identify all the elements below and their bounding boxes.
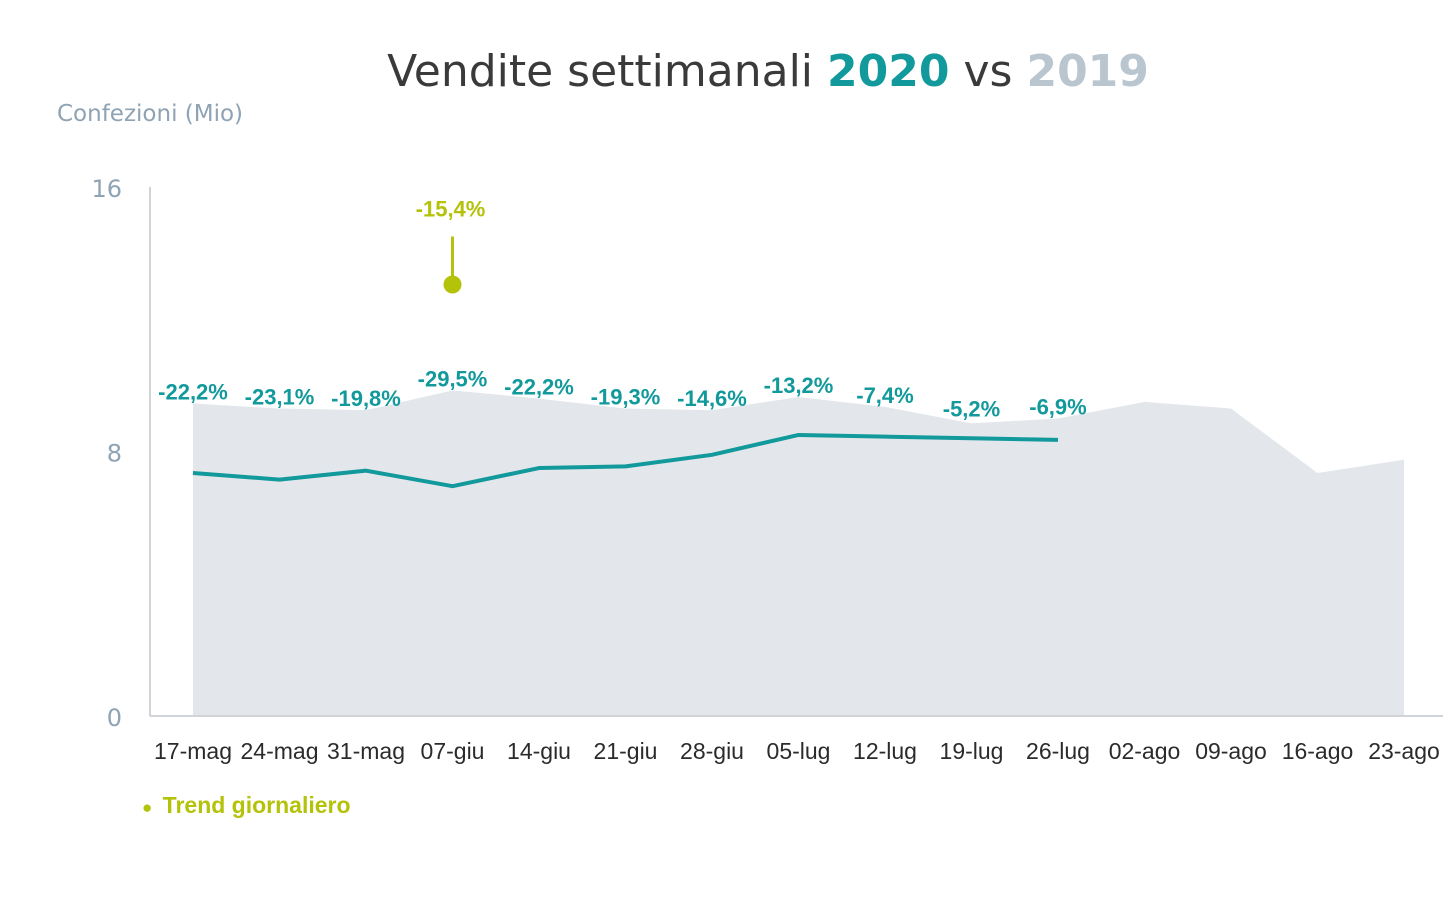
data-label-2020: -19,8% <box>331 386 401 411</box>
area-2019 <box>193 390 1404 716</box>
x-tick-label: 31-mag <box>327 738 405 764</box>
title-prefix: Vendite settimanali <box>387 46 813 97</box>
chart-title: Vendite settimanali 2020 vs 2019 <box>387 46 1149 97</box>
x-tick-label: 14-giu <box>507 738 571 764</box>
annotation-label: -15,4% <box>416 197 486 222</box>
title-connector: vs <box>963 46 1012 97</box>
data-label-2020: -23,1% <box>245 385 315 410</box>
legend-label: Trend giornaliero <box>163 792 351 818</box>
x-tick-label: 02-ago <box>1109 738 1181 764</box>
daily-trend-annotation: -15,4% <box>416 197 486 294</box>
x-tick-label: 28-giu <box>680 738 744 764</box>
y-tick-label: 16 <box>91 175 122 203</box>
x-tick-label: 26-lug <box>1026 738 1090 764</box>
line-2020-layer: -22,2% -23,1% -19,8% -29,5% -22,2% -19,3% -14,… <box>158 366 1087 489</box>
data-label-2020: -22,2% <box>158 380 228 405</box>
x-tick-label: 07-giu <box>421 738 485 764</box>
axis-layer: 0 8 16 17-mag 24-mag 31-mag 07-giu 14-giu 21-giu… <box>91 175 1443 764</box>
data-label-2020: -5,2% <box>943 396 1000 421</box>
x-tick-label: 24-mag <box>241 738 319 764</box>
data-label-2020: -7,4% <box>856 383 913 408</box>
x-tick-label: 12-lug <box>853 738 917 764</box>
legend-daily-trend: ● Trend giornaliero <box>142 792 351 818</box>
x-tick-label: 09-ago <box>1195 738 1267 764</box>
data-label-2020: -13,2% <box>764 373 834 398</box>
y-tick-label: 8 <box>107 440 122 468</box>
area-2019-layer <box>193 390 1404 716</box>
data-label-2020: -29,5% <box>418 366 488 391</box>
data-label-2020: -19,3% <box>591 385 661 410</box>
title-year-2019: 2019 <box>1026 46 1148 97</box>
x-tick-label: 21-giu <box>594 738 658 764</box>
data-label-2020: -22,2% <box>504 375 574 400</box>
x-tick-label: 19-lug <box>940 738 1004 764</box>
x-tick-label: 23-ago <box>1368 738 1440 764</box>
legend-marker: ● <box>142 798 152 817</box>
x-tick-label: 17-mag <box>154 738 232 764</box>
title-year-2020: 2020 <box>827 46 949 97</box>
y-axis-label: Confezioni (Mio) <box>57 101 243 127</box>
annotation-point <box>443 275 462 294</box>
line-2020 <box>192 432 1059 489</box>
x-tick-label: 05-lug <box>767 738 831 764</box>
x-tick-label: 16-ago <box>1282 738 1354 764</box>
data-label-2020: -14,6% <box>677 386 747 411</box>
y-tick-label: 0 <box>107 704 122 732</box>
data-label-2020: -6,9% <box>1029 394 1086 419</box>
